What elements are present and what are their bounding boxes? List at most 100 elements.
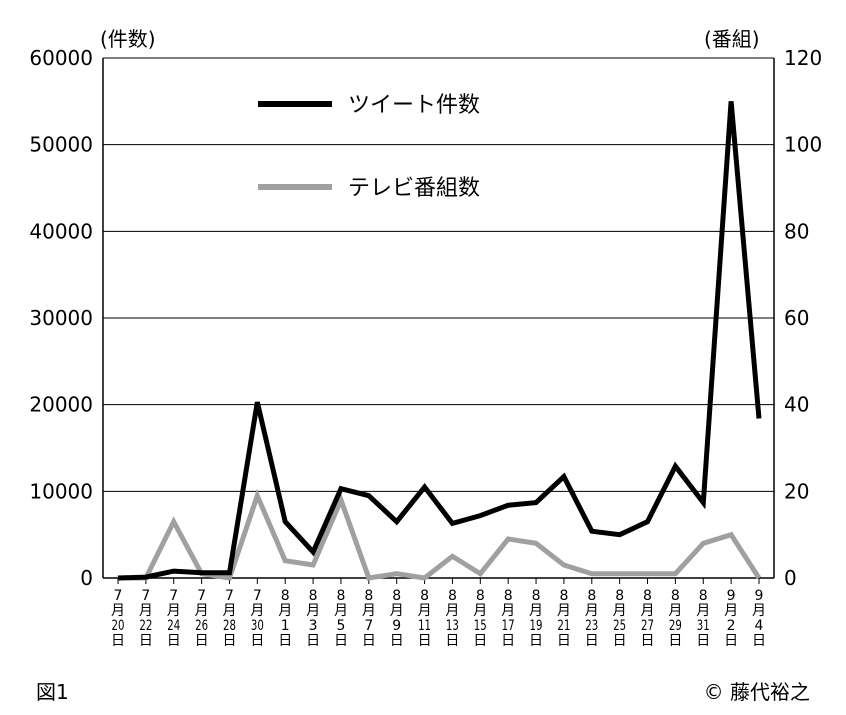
- x-tick-label-part: 28: [223, 618, 236, 634]
- x-tick-label-part: 日: [557, 633, 571, 649]
- x-tick-label-part: 日: [724, 633, 738, 649]
- x-tick-label-part: 8: [559, 588, 568, 604]
- x-tick-label-part: 日: [390, 633, 404, 649]
- x-tick-label-part: 日: [362, 633, 376, 649]
- x-tick-label-part: 月: [668, 603, 682, 619]
- left-y-axis: 0 10000 20000 30000 40000 50000 60000: [29, 46, 104, 590]
- x-tick-label-part: 19: [530, 618, 543, 634]
- copyright-credit: © 藤代裕之: [703, 680, 810, 704]
- right-tick-label: 0: [784, 566, 797, 590]
- x-tick-label-part: 月: [306, 603, 320, 619]
- x-tick-label-part: 日: [250, 633, 264, 649]
- x-tick-label-part: 月: [111, 603, 125, 619]
- x-tick-label-part: 日: [222, 633, 236, 649]
- x-tick-label-part: 月: [501, 603, 515, 619]
- x-tick-label-part: 月: [529, 603, 543, 619]
- x-tick-label-part: 日: [167, 633, 181, 649]
- x-tick-label-part: 日: [473, 633, 487, 649]
- x-tick-label-part: 23: [585, 618, 598, 634]
- right-tick-label: 120: [784, 46, 822, 70]
- x-tick-label-part: 月: [418, 603, 432, 619]
- x-tick-label-part: 日: [195, 633, 209, 649]
- tweet-count-line: [117, 101, 762, 581]
- x-tick-label-part: 31: [697, 618, 710, 634]
- x-tick-label-part: 月: [195, 603, 209, 619]
- left-axis-unit: (件数): [100, 27, 156, 51]
- x-tick-label-part: 7: [141, 588, 150, 604]
- x-tick-label-part: 8: [532, 588, 541, 604]
- x-tick-label-part: 24: [167, 618, 180, 634]
- right-tick-label: 80: [784, 219, 809, 243]
- x-tick-label-part: 7: [169, 588, 178, 604]
- right-tick-label: 60: [784, 306, 809, 330]
- x-tick-label-part: 8: [615, 588, 624, 604]
- x-tick-label-part: 月: [445, 603, 459, 619]
- x-tick-label-part: 8: [587, 588, 596, 604]
- x-tick-label-part: 29: [669, 618, 682, 634]
- left-tick-label: 40000: [29, 219, 93, 243]
- x-tick-label-part: 7: [225, 588, 234, 604]
- x-tick-label-part: 日: [111, 633, 125, 649]
- x-tick-label-part: 月: [557, 603, 571, 619]
- series-lines: [117, 101, 762, 581]
- x-tick-label-part: 8: [504, 588, 513, 604]
- x-tick-label-part: 日: [585, 633, 599, 649]
- x-tick-label-part: 7: [364, 618, 373, 634]
- x-tick-label-part: 月: [752, 603, 766, 619]
- x-tick-label-part: 2: [727, 618, 736, 634]
- x-tick-label-part: 日: [306, 633, 320, 649]
- x-tick-label-part: 9: [755, 588, 764, 604]
- dual-axis-line-chart: 0 10000 20000 30000 40000 50000 60000 0 20 40 60 8…: [29, 27, 822, 649]
- x-tick-label-part: 日: [418, 633, 432, 649]
- x-tick-label-part: 日: [613, 633, 627, 649]
- x-tick-label-part: 月: [167, 603, 181, 619]
- x-tick-label-part: 9: [727, 588, 736, 604]
- left-tick-label: 50000: [29, 133, 93, 157]
- x-tick-label-part: 月: [696, 603, 710, 619]
- x-tick-label-part: 17: [502, 618, 515, 634]
- x-tick-label-part: 22: [139, 618, 152, 634]
- x-tick-label-part: 月: [641, 603, 655, 619]
- left-tick-label: 20000: [29, 393, 93, 417]
- x-tick-label-part: 25: [613, 618, 626, 634]
- right-tick-label: 20: [784, 479, 809, 503]
- x-tick-label-part: 26: [195, 618, 208, 634]
- x-tick-label-part: 月: [334, 603, 348, 619]
- x-tick-label-part: 日: [696, 633, 710, 649]
- x-tick-label-part: 1: [281, 618, 290, 634]
- x-tick-label-part: 7: [253, 588, 262, 604]
- x-axis: 7月20日7月22日7月24日7月26日7月28日7月30日8月1日8月3日8月…: [103, 577, 774, 649]
- x-tick-label-part: 27: [641, 618, 654, 634]
- x-tick-label-part: 8: [476, 588, 485, 604]
- x-tick-label-part: 8: [420, 588, 429, 604]
- x-tick-label-part: 月: [585, 603, 599, 619]
- x-tick-label-part: 8: [281, 588, 290, 604]
- x-tick-label-part: 月: [473, 603, 487, 619]
- x-tick-label-part: 8: [336, 588, 345, 604]
- x-tick-label-part: 日: [445, 633, 459, 649]
- x-tick-label-part: 11: [418, 618, 431, 634]
- x-tick-label-part: 7: [114, 588, 123, 604]
- x-tick-label-part: 5: [336, 618, 345, 634]
- x-tick-label-part: 8: [699, 588, 708, 604]
- x-tick-label-part: 3: [309, 618, 318, 634]
- x-tick-label-part: 日: [501, 633, 515, 649]
- right-tick-label: 100: [784, 133, 822, 157]
- legend-label-tv: テレビ番組数: [348, 176, 480, 201]
- x-tick-label-part: 日: [668, 633, 682, 649]
